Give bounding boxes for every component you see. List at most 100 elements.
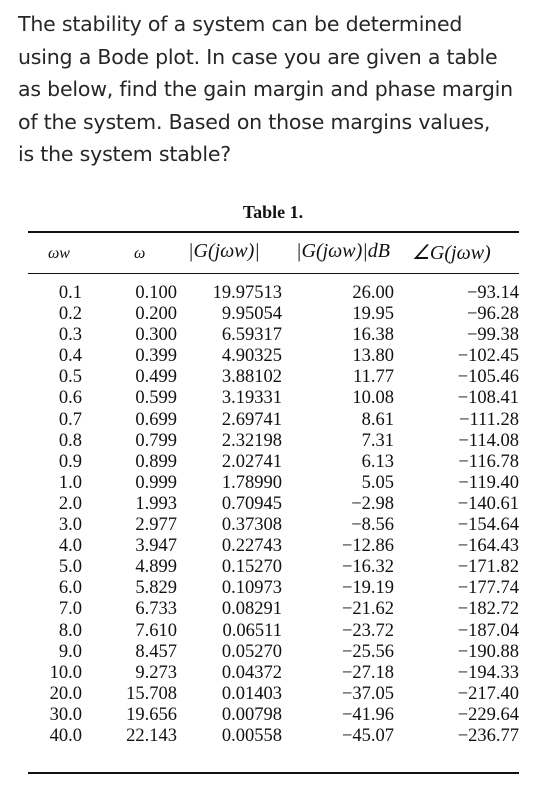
table-row: 6.0 5.829 0.10973 −19.19 −177.74: [28, 578, 519, 599]
magnitude-db-cell: −41.96: [341, 704, 394, 725]
phase-cell: −236.77: [457, 725, 519, 746]
omega-w-cell: 0.2: [58, 304, 82, 325]
magnitude-cell: 0.37308: [221, 515, 282, 536]
omega-w-cell: 0.9: [58, 451, 82, 472]
omega-w-cell: 40.0: [49, 725, 82, 746]
omega-cell: 0.300: [135, 325, 177, 346]
magnitude-db-cell: −19.19: [341, 578, 394, 599]
table-row: 20.0 15.708 0.01403 −37.05 −217.40: [28, 684, 519, 705]
magnitude-cell: 0.05270: [221, 641, 282, 662]
omega-cell: 0.599: [135, 388, 177, 409]
omega-cell: 0.999: [135, 472, 177, 493]
question-line: The stability of a system can be determi…: [18, 12, 463, 36]
phase-cell: −108.41: [457, 388, 519, 409]
omega-cell: 4.899: [135, 557, 177, 578]
omega-cell: 22.143: [126, 725, 177, 746]
table-row: 0.2 0.200 9.95054 19.95 −96.28: [28, 304, 519, 325]
magnitude-db-cell: 19.95: [352, 304, 394, 325]
phase-cell: −114.08: [458, 430, 519, 451]
table-row: 0.3 0.300 6.59317 16.38 −99.38: [28, 325, 519, 346]
omega-w-cell: 0.5: [58, 367, 82, 388]
header-phase: ∠G(jωw): [412, 242, 491, 264]
magnitude-db-cell: −45.07: [341, 725, 394, 746]
header-omega: ω: [134, 245, 146, 262]
omega-w-cell: 0.4: [58, 346, 82, 367]
phase-cell: −229.64: [457, 704, 519, 725]
table-row: 3.0 2.977 0.37308 −8.56 −154.64: [28, 515, 519, 536]
phase-cell: −164.43: [457, 536, 519, 557]
magnitude-db-cell: 7.31: [361, 430, 394, 451]
magnitude-cell: 0.15270: [221, 557, 282, 578]
omega-cell: 2.977: [135, 515, 177, 536]
phase-cell: −119.40: [458, 472, 519, 493]
table-row: 4.0 3.947 0.22743 −12.86 −164.43: [28, 536, 519, 557]
table-row: 0.1 0.100 19.97513 26.00 −93.14: [28, 283, 519, 304]
table-row: 0.6 0.599 3.19331 10.08 −108.41: [28, 388, 519, 409]
table-row: 9.0 8.457 0.05270 −25.56 −190.88: [28, 642, 519, 663]
magnitude-db-cell: 16.38: [352, 325, 394, 346]
magnitude-db-cell: 8.61: [361, 409, 394, 430]
magnitude-cell: 0.04372: [221, 662, 282, 683]
omega-w-cell: 10.0: [49, 662, 82, 683]
header-magnitude-db: |G(jωw)|dB: [296, 240, 390, 262]
omega-cell: 0.100: [135, 283, 177, 303]
magnitude-cell: 3.88102: [221, 367, 282, 388]
omega-w-cell: 5.0: [58, 557, 82, 578]
magnitude-db-cell: 10.08: [352, 388, 394, 409]
phase-cell: −140.61: [457, 493, 519, 514]
omega-cell: 19.656: [126, 704, 177, 725]
phase-cell: −171.82: [457, 557, 519, 578]
header-omega-w: ωw: [48, 245, 70, 262]
omega-w-cell: 8.0: [58, 620, 82, 641]
magnitude-cell: 4.90325: [221, 346, 282, 367]
omega-cell: 7.610: [135, 620, 177, 641]
phase-cell: −187.04: [457, 620, 519, 641]
table-row: 7.0 6.733 0.08291 −21.62 −182.72: [28, 599, 519, 620]
magnitude-db-cell: 11.77: [353, 367, 394, 388]
header-magnitude: |G(jωw)|: [188, 240, 260, 262]
phase-cell: −99.38: [466, 325, 519, 346]
omega-cell: 0.499: [135, 367, 177, 388]
omega-w-cell: 0.3: [58, 325, 82, 346]
omega-cell: 15.708: [126, 683, 177, 704]
bode-data-table: 0.1 0.100 19.97513 26.00 −93.14 0.2 0.200 9.950…: [28, 283, 519, 747]
omega-cell: 3.947: [135, 536, 177, 557]
magnitude-cell: 0.00798: [221, 704, 282, 725]
table-row: 0.7 0.699 2.69741 8.61 −111.28: [28, 410, 519, 431]
magnitude-db-cell: −27.18: [341, 662, 394, 683]
question-line: of the system. Based on those margins va…: [18, 109, 491, 134]
omega-w-cell: 0.8: [58, 430, 82, 451]
phase-cell: −182.72: [457, 599, 519, 620]
magnitude-db-cell: −37.05: [341, 683, 394, 704]
magnitude-cell: 2.02741: [221, 451, 282, 472]
omega-cell: 6.733: [135, 599, 177, 620]
phase-cell: −190.88: [457, 641, 519, 662]
omega-w-cell: 2.0: [58, 493, 82, 514]
omega-w-cell: 1.0: [58, 472, 82, 493]
omega-w-cell: 9.0: [58, 641, 82, 662]
magnitude-db-cell: −21.62: [341, 599, 394, 620]
omega-cell: 0.699: [135, 409, 177, 430]
omega-cell: 8.457: [135, 641, 177, 662]
magnitude-cell: 0.22743: [221, 536, 282, 557]
table-row: 10.0 9.273 0.04372 −27.18 −194.33: [28, 663, 519, 684]
table-body: 0.1 0.100 19.97513 26.00 −93.14 0.2 0.200 9.950…: [28, 283, 519, 747]
omega-w-cell: 0.1: [58, 283, 82, 303]
magnitude-cell: 0.00558: [221, 725, 282, 746]
omega-cell: 1.993: [135, 493, 177, 514]
question-line: using a Bode plot. In case you are given…: [18, 44, 498, 69]
table-top-rule: [28, 231, 519, 233]
magnitude-db-cell: −25.56: [341, 641, 394, 662]
phase-cell: −177.74: [457, 578, 519, 599]
magnitude-db-cell: 6.13: [361, 451, 394, 472]
magnitude-cell: 0.08291: [221, 599, 282, 620]
omega-w-cell: 0.7: [58, 409, 82, 430]
magnitude-db-cell: 5.05: [361, 472, 394, 493]
phase-cell: −111.28: [459, 409, 519, 430]
table-bottom-rule: [28, 772, 519, 774]
omega-cell: 9.273: [135, 662, 177, 683]
magnitude-cell: 19.97513: [212, 283, 282, 303]
phase-cell: −116.78: [458, 451, 519, 472]
table-row: 2.0 1.993 0.70945 −2.98 −140.61: [28, 494, 519, 515]
magnitude-db-cell: −12.86: [341, 536, 394, 557]
